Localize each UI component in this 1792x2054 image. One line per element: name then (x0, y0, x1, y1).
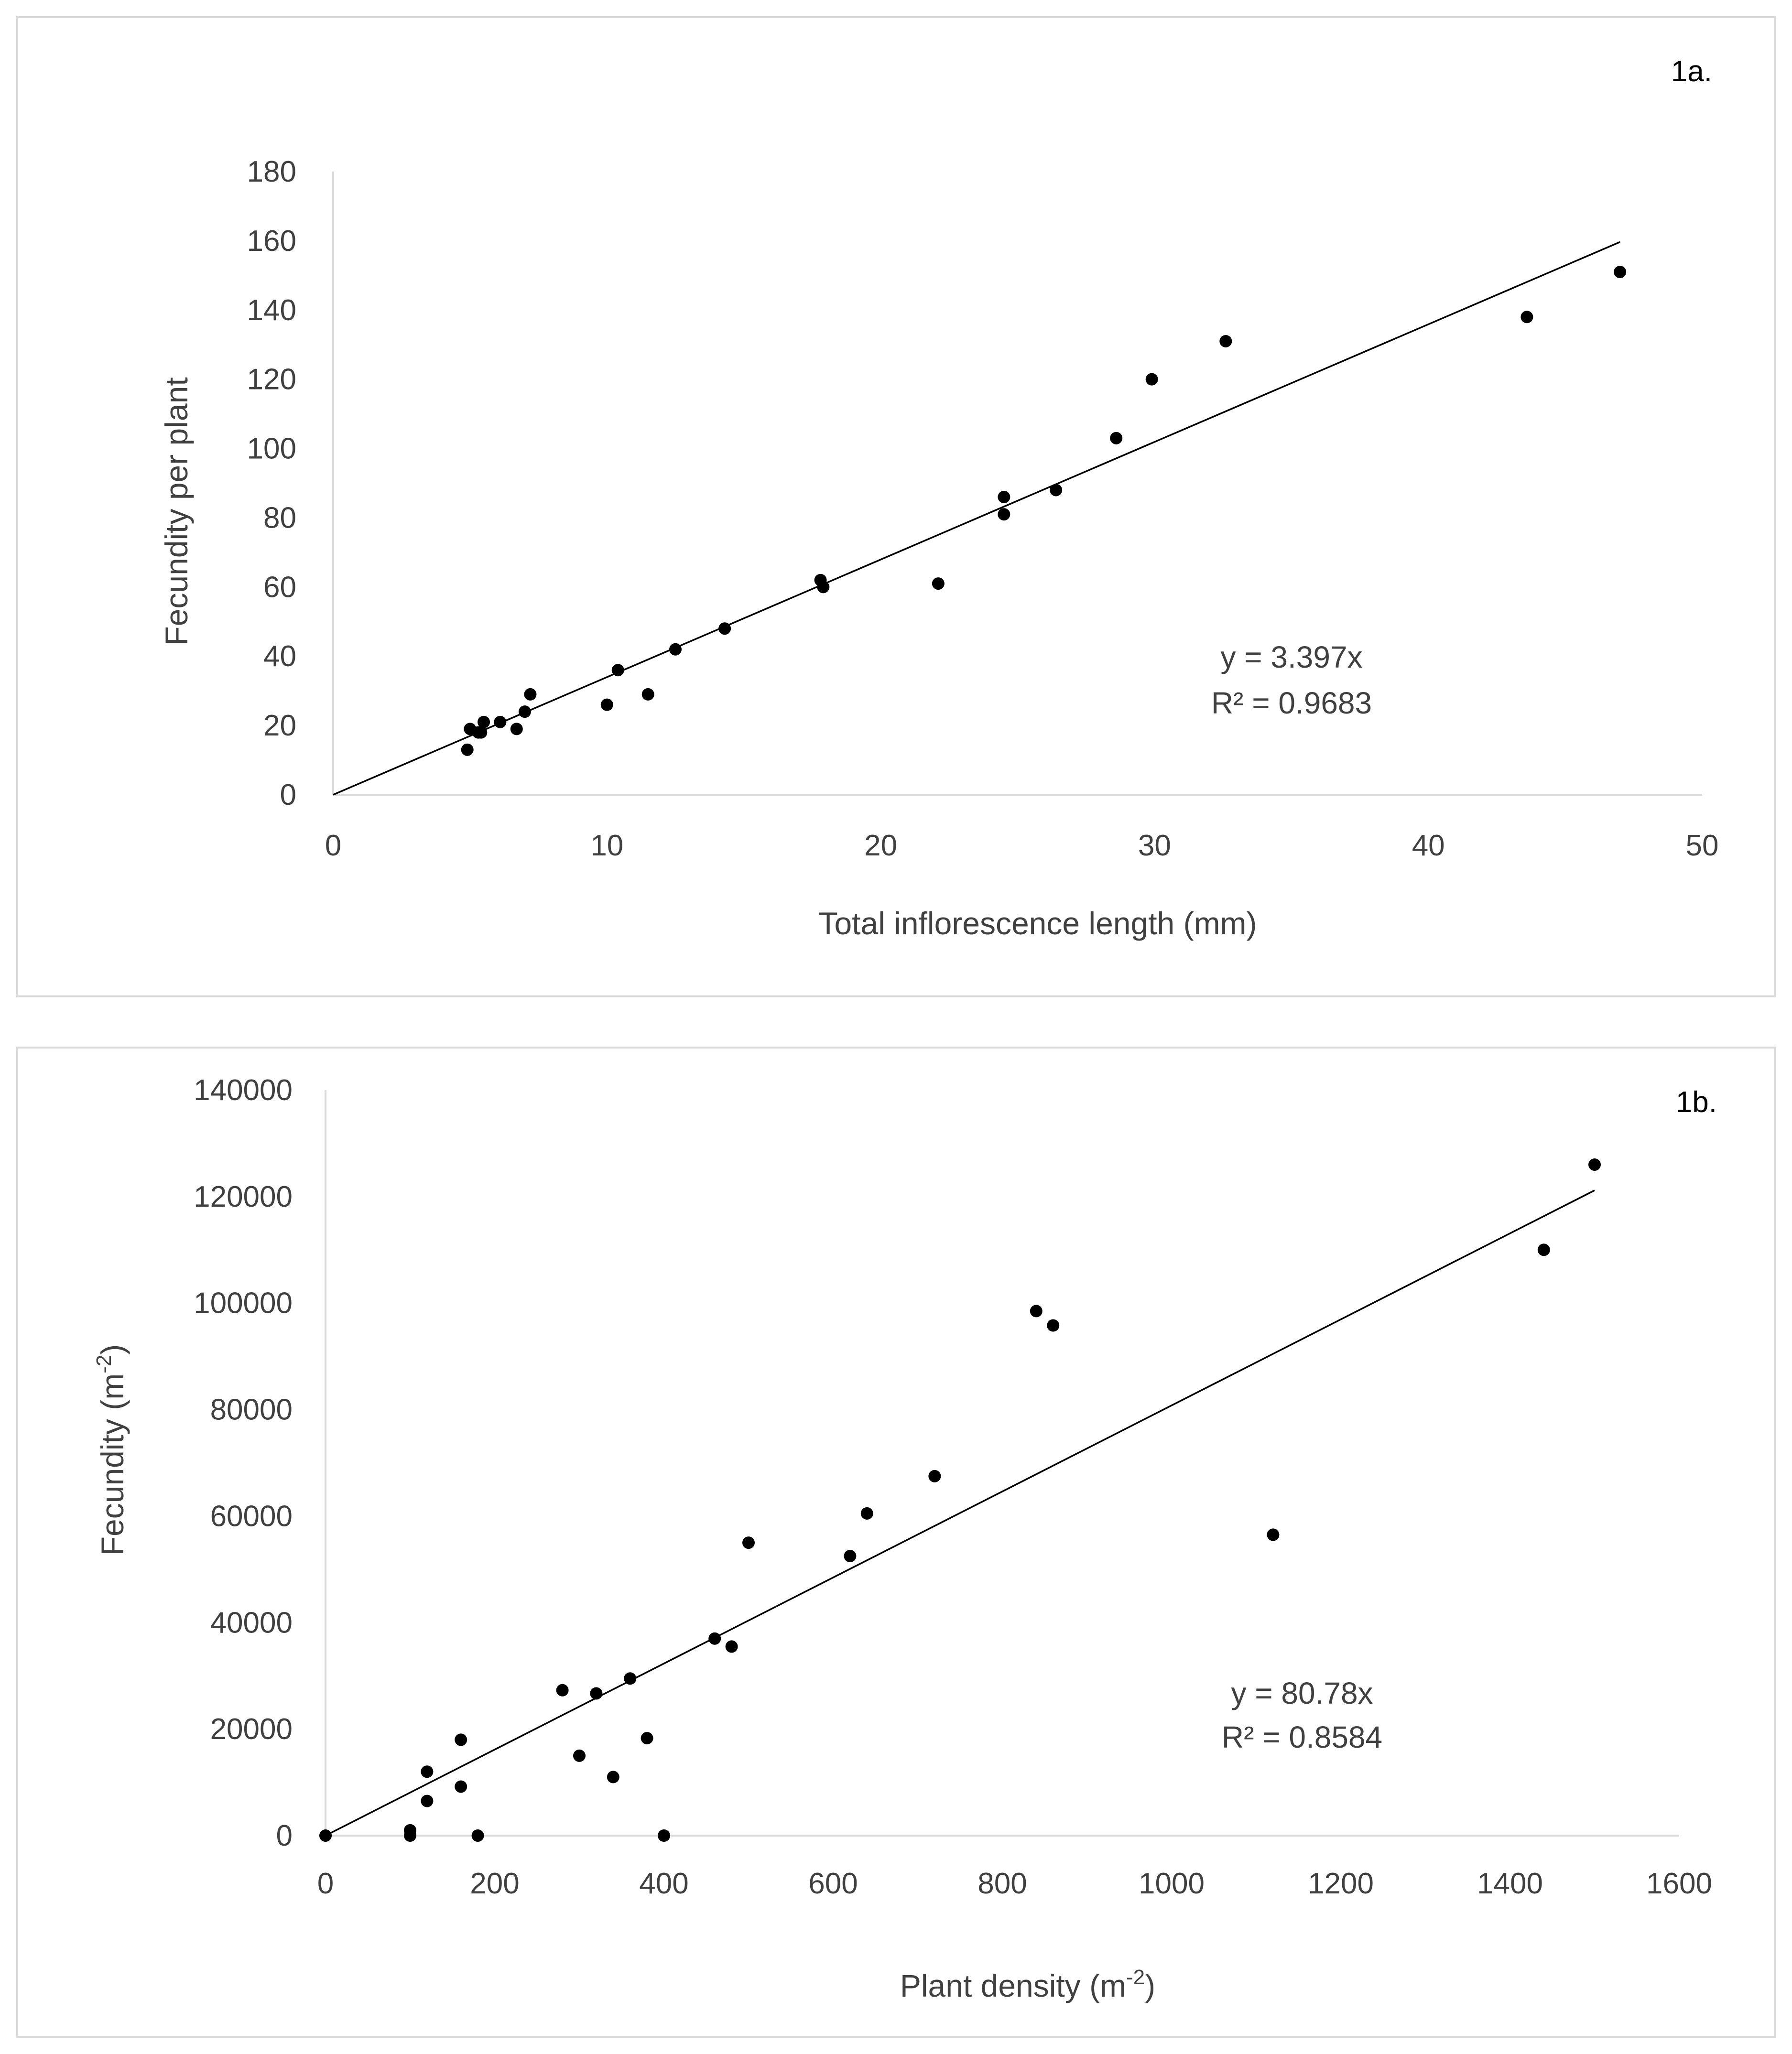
data-point-1b (421, 1795, 434, 1807)
y-tick-label-1b: 20000 (210, 1713, 293, 1746)
x-tick-label-1b: 1600 (1646, 1867, 1712, 1900)
x-axis-title-1a: Total inflorescence length (mm) (818, 906, 1257, 941)
y-tick-label-1a: 180 (247, 155, 296, 188)
y-tick-label-1b: 120000 (194, 1180, 293, 1213)
data-point-1b (725, 1640, 738, 1653)
y-tick-label-1b: 80000 (210, 1394, 293, 1427)
data-point-1a (641, 688, 654, 701)
data-point-1b (844, 1550, 857, 1562)
data-point-1b (658, 1829, 670, 1842)
y-axis-title-1a: Fecundity per plant (159, 377, 194, 645)
data-point-1a (518, 705, 531, 718)
data-point-1b (1537, 1243, 1550, 1256)
y-tick-label-1b: 0 (276, 1819, 293, 1852)
trendline-equation-1b: y = 80.78x (1231, 1676, 1373, 1710)
data-point-1a (1050, 484, 1063, 497)
x-tick-label-1b: 400 (639, 1867, 688, 1900)
data-point-1b (607, 1771, 619, 1784)
x-tick-label-1b: 600 (808, 1867, 858, 1900)
data-point-1a (998, 508, 1010, 521)
x-tick-label-1a: 50 (1686, 829, 1719, 862)
trendline-1b (325, 1189, 1595, 1837)
data-point-1a (478, 715, 490, 728)
y-tick-label-1a: 20 (263, 709, 296, 742)
data-point-1a (510, 723, 523, 735)
y-tick-label-1b: 60000 (210, 1500, 293, 1533)
y-tick-label-1a: 120 (247, 363, 296, 396)
y-axis-title-1b: Fecundity (m-2) (92, 1344, 130, 1556)
trendline-1a (333, 241, 1620, 796)
y-tick-label-1a: 40 (263, 640, 296, 673)
data-point-1b (455, 1780, 467, 1793)
data-point-1b (1047, 1319, 1060, 1332)
x-tick-label-1a: 20 (864, 829, 897, 862)
y-tick-label-1b: 100000 (194, 1287, 293, 1320)
data-point-1b (1588, 1158, 1601, 1171)
data-point-1a (1614, 266, 1627, 279)
data-point-1a (611, 664, 624, 677)
y-tick-label-1a: 80 (263, 501, 296, 534)
data-point-1b (590, 1687, 603, 1700)
data-point-1a (524, 688, 537, 701)
data-point-1a (1520, 311, 1533, 324)
data-point-1b (624, 1672, 637, 1685)
y-tick-label-1a: 0 (280, 778, 296, 811)
data-point-1b (421, 1765, 434, 1778)
data-point-1b (573, 1749, 586, 1762)
data-point-1b (742, 1536, 755, 1549)
x-tick-label-1b: 1200 (1308, 1867, 1374, 1900)
x-tick-label-1b: 200 (470, 1867, 519, 1900)
data-point-1b (319, 1829, 332, 1842)
data-point-1b (641, 1732, 653, 1745)
data-point-1b (471, 1829, 484, 1842)
x-tick-label-1a: 10 (590, 829, 623, 862)
data-point-1b (404, 1829, 416, 1842)
chart-panel-1b (16, 1047, 1776, 2038)
panel-label-1b: 1b. (1676, 1086, 1717, 1119)
data-point-1b (1030, 1305, 1043, 1318)
chart-panel-1a (16, 16, 1776, 997)
x-tick-label-1a: 30 (1138, 829, 1171, 862)
data-point-1a (998, 490, 1010, 503)
data-point-1b (1267, 1528, 1280, 1541)
y-tick-label-1b: 140000 (194, 1074, 293, 1107)
x-tick-label-1b: 1000 (1139, 1867, 1205, 1900)
x-tick-label-1a: 0 (325, 829, 341, 862)
data-point-1a (1219, 335, 1232, 347)
x-tick-label-1b: 800 (977, 1867, 1027, 1900)
data-point-1b (708, 1632, 721, 1645)
x-tick-label-1b: 0 (317, 1867, 334, 1900)
data-point-1b (928, 1470, 941, 1482)
y-tick-label-1a: 160 (247, 225, 296, 258)
data-point-1a (669, 643, 682, 656)
r-squared-1a: R² = 0.9683 (1211, 686, 1372, 720)
data-point-1a (475, 726, 488, 739)
x-tick-label-1a: 40 (1412, 829, 1445, 862)
x-axis-title-1b: Plant density (m-2) (900, 1966, 1155, 2003)
data-point-1a (494, 715, 507, 728)
y-tick-label-1a: 140 (247, 294, 296, 327)
data-point-1b (556, 1684, 569, 1697)
y-tick-label-1a: 60 (263, 571, 296, 604)
y-tick-label-1b: 40000 (210, 1606, 293, 1639)
data-point-1a (600, 698, 613, 711)
data-point-1a (461, 743, 474, 756)
trendline-equation-1a: y = 3.397x (1220, 640, 1362, 674)
data-point-1b (860, 1507, 873, 1520)
r-squared-1b: R² = 0.8584 (1222, 1720, 1382, 1754)
data-point-1a (718, 622, 731, 635)
data-point-1a (1145, 373, 1158, 386)
data-point-1a (932, 577, 945, 590)
data-point-1a (817, 581, 830, 594)
data-point-1b (455, 1733, 467, 1746)
chart-marks: 0 10 20 30 40 50 0 20 40 60 80 100 120 140 160 180 0 200 4… (194, 155, 1718, 1900)
panel-label-1a: 1a. (1671, 55, 1712, 88)
y-tick-label-1a: 100 (247, 432, 296, 465)
data-point-1a (1110, 432, 1123, 444)
x-tick-label-1b: 1400 (1477, 1867, 1543, 1900)
